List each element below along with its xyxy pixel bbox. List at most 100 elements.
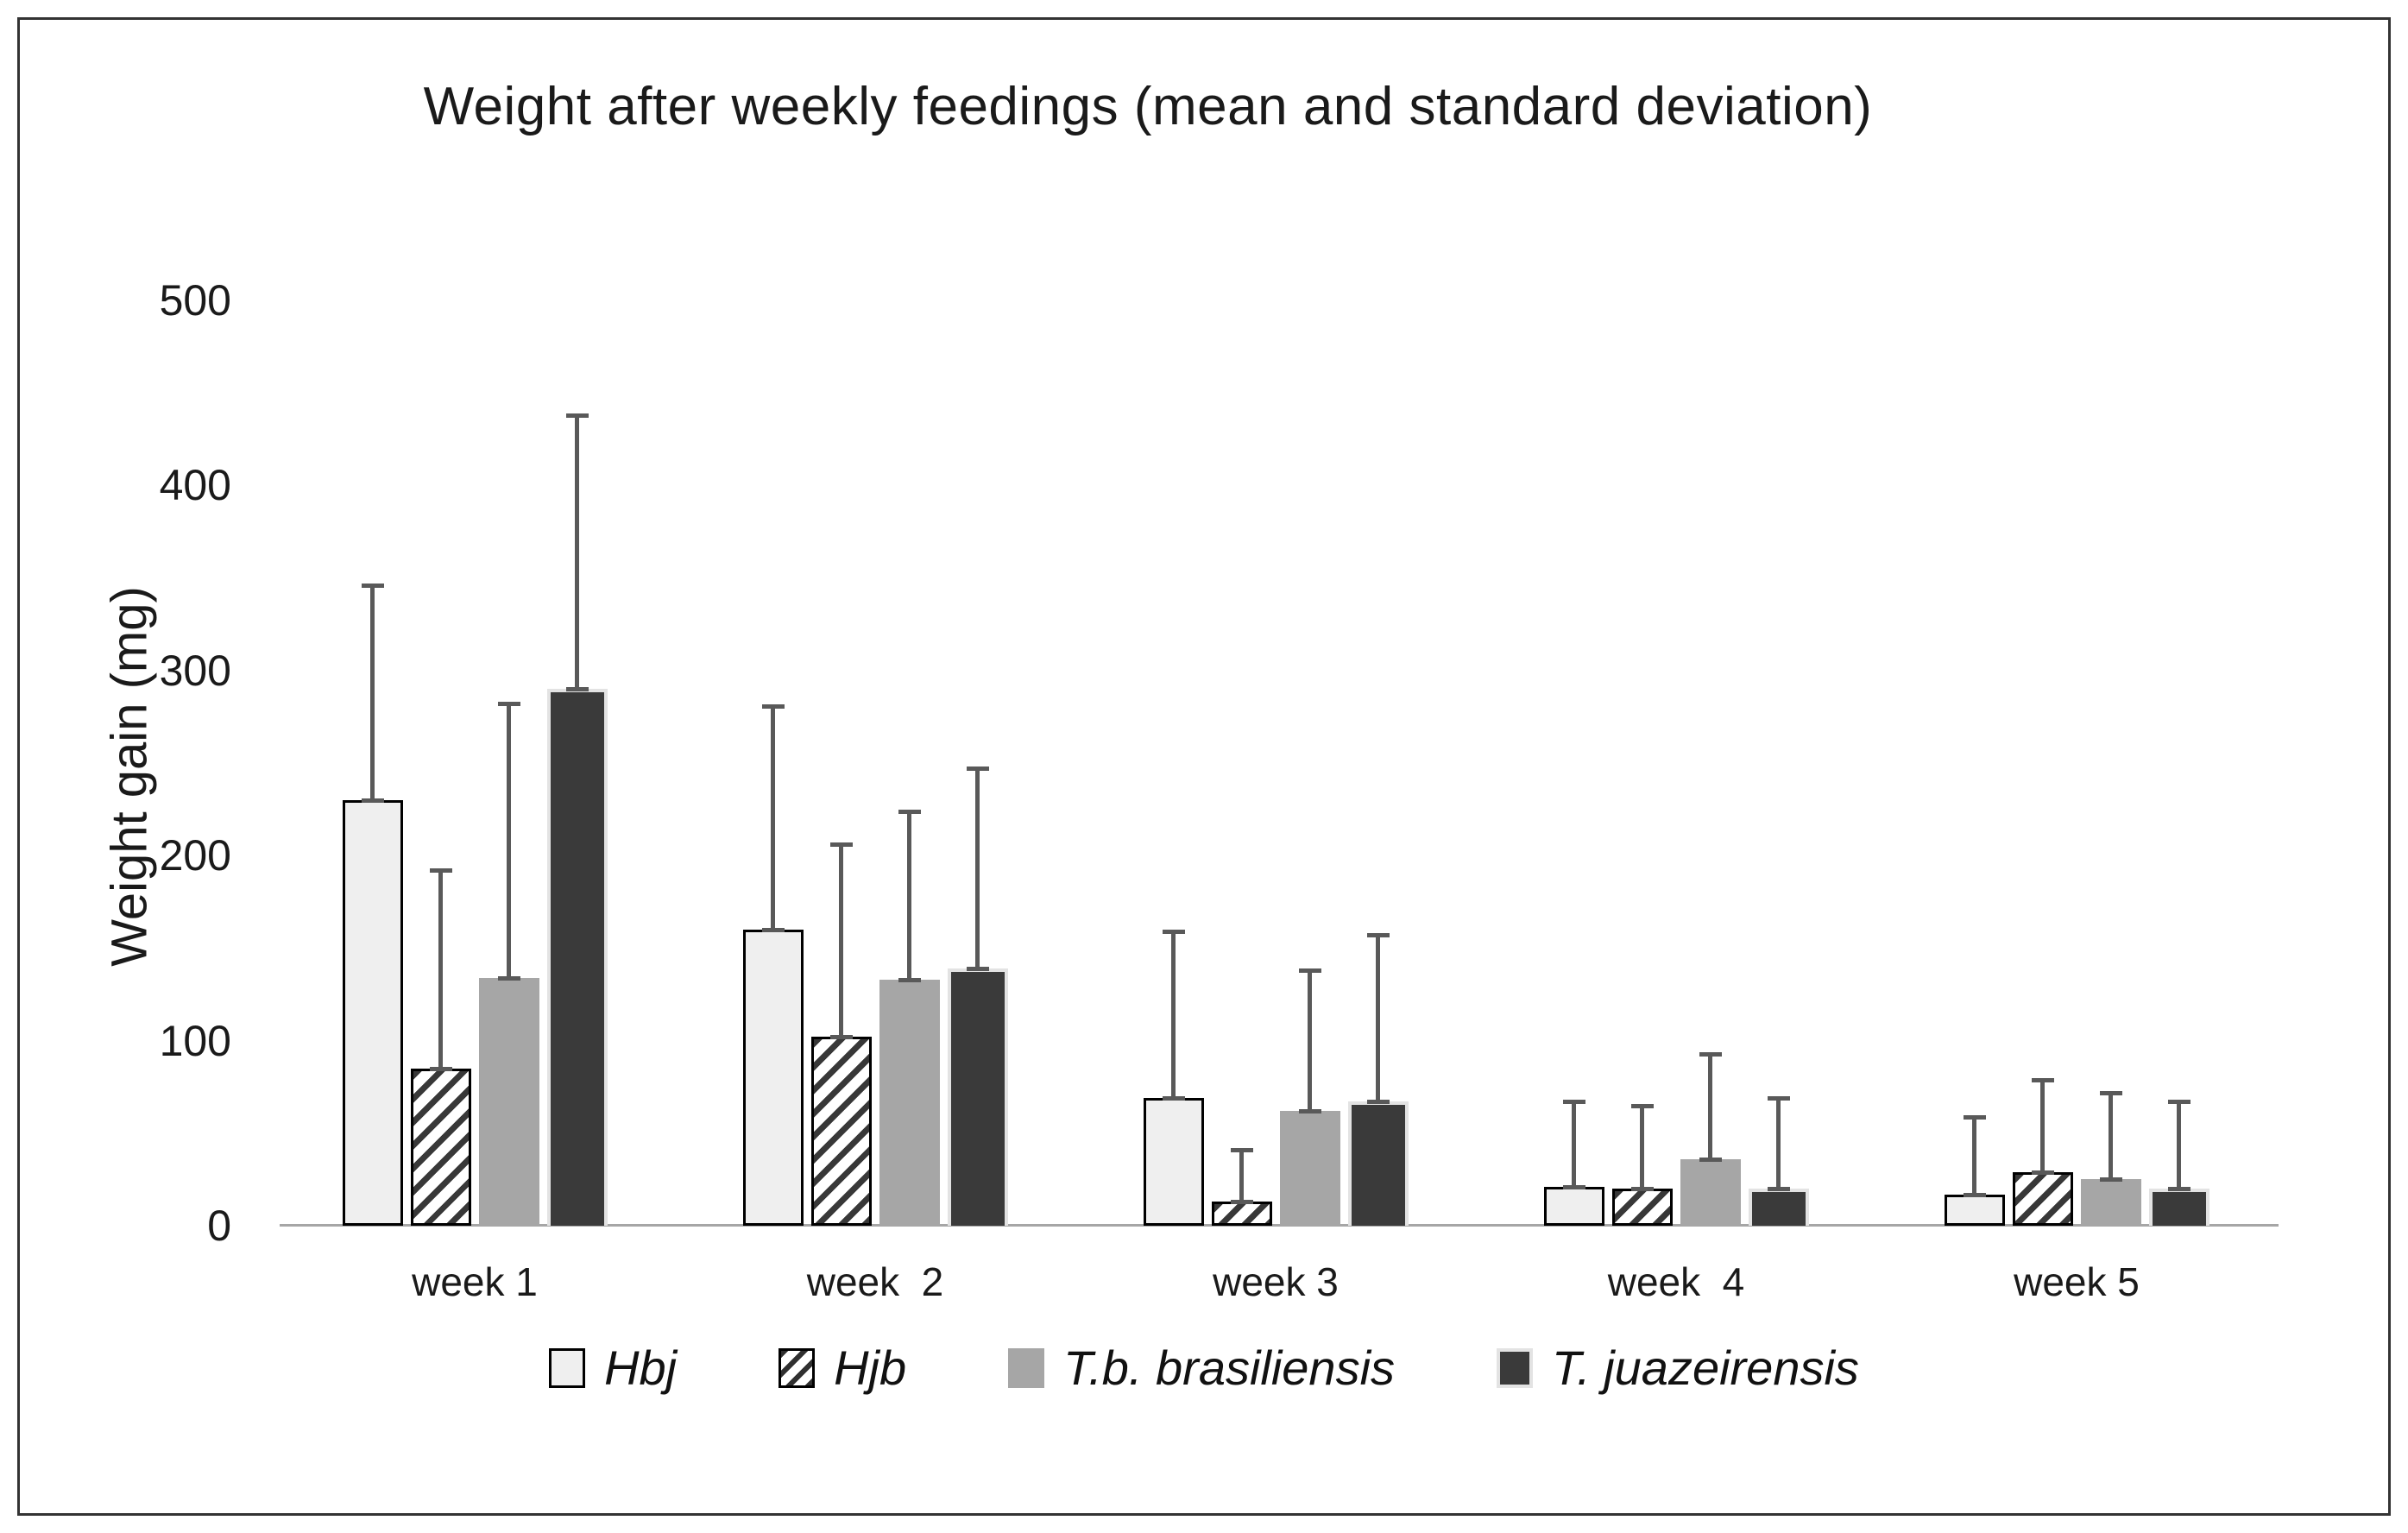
error-bar-bottom-cap-t-juazeirensis-week-5 [2167, 1187, 2191, 1192]
error-bar-top-cap-t-b-brasiliensis-week-2 [898, 809, 921, 814]
error-bar-bottom-cap-t-juazeirensis-week-3 [1366, 1100, 1390, 1105]
error-bar-bottom-cap-t-b-brasiliensis-week-5 [2099, 1177, 2122, 1183]
error-bar-line-hjb-week-3 [1239, 1150, 1244, 1202]
bar-hbj-week-4 [1543, 1186, 1604, 1226]
y-tick-label: 500 [159, 276, 231, 325]
error-bar-top-cap-hbj-week-5 [1963, 1114, 1986, 1120]
error-bar-top-cap-hjb-week-3 [1230, 1148, 1253, 1153]
error-bar-top-cap-hbj-week-1 [361, 584, 384, 589]
x-tick-label: week 4 [1607, 1259, 1745, 1304]
y-tick-label: 200 [159, 831, 231, 880]
error-bar-top-cap-t-b-brasiliensis-week-1 [497, 702, 520, 707]
x-tick-label: week 3 [1213, 1259, 1339, 1304]
x-tick-label: week 5 [2014, 1259, 2140, 1304]
legend-item-t-b-brasiliensis: T.b. brasiliensis [1008, 1340, 1395, 1396]
legend-swatch-hjb [779, 1347, 816, 1388]
error-bar-line-hjb-week-5 [2040, 1079, 2045, 1172]
error-bar-bottom-cap-t-juazeirensis-week-1 [565, 687, 589, 692]
bar-t-b-brasiliensis-week-4 [1680, 1158, 1741, 1226]
bar-t-b-brasiliensis-week-1 [478, 977, 539, 1226]
error-bar-line-hjb-week-4 [1640, 1105, 1644, 1189]
error-bar-bottom-cap-hjb-week-5 [2031, 1170, 2054, 1175]
error-bar-line-t-b-brasiliensis-week-5 [2109, 1092, 2113, 1180]
error-bar-top-cap-hjb-week-4 [1630, 1103, 1654, 1108]
error-bar-bottom-cap-t-b-brasiliensis-week-3 [1298, 1109, 1321, 1114]
error-bar-line-t-juazeirensis-week-4 [1776, 1098, 1781, 1189]
error-bar-top-cap-t-juazeirensis-week-2 [966, 766, 989, 772]
error-bar-bottom-cap-hbj-week-2 [761, 927, 785, 932]
error-bar-bottom-cap-hjb-week-3 [1230, 1200, 1253, 1205]
bar-hjb-week-1 [410, 1068, 471, 1226]
x-tick-label: week 1 [412, 1259, 538, 1304]
error-bar-bottom-cap-hjb-week-1 [429, 1066, 452, 1071]
bar-hjb-week-3 [1211, 1202, 1272, 1226]
error-bar-line-hjb-week-2 [839, 844, 843, 1038]
error-bar-line-t-juazeirensis-week-5 [2177, 1101, 2181, 1189]
bar-t-b-brasiliensis-week-2 [879, 979, 940, 1226]
bar-hbj-week-2 [742, 929, 804, 1226]
error-bar-bottom-cap-hbj-week-5 [1963, 1192, 1986, 1197]
error-bar-line-t-b-brasiliensis-week-1 [507, 703, 511, 978]
error-bar-line-hbj-week-4 [1572, 1101, 1576, 1187]
error-bar-top-cap-t-b-brasiliensis-week-5 [2099, 1090, 2122, 1095]
error-bar-top-cap-hbj-week-4 [1562, 1100, 1585, 1105]
bar-t-juazeirensis-week-3 [1347, 1101, 1409, 1226]
bar-hjb-week-2 [810, 1037, 872, 1226]
error-bar-line-t-b-brasiliensis-week-4 [1708, 1053, 1712, 1159]
x-axis-line [280, 1224, 2279, 1227]
legend-swatch-t-juazeirensis [1497, 1347, 1534, 1388]
error-bar-bottom-cap-t-b-brasiliensis-week-2 [898, 977, 921, 982]
error-bar-line-hbj-week-2 [771, 705, 775, 930]
legend-item-hjb: Hjb [779, 1340, 906, 1396]
y-tick-label: 0 [207, 1202, 231, 1250]
error-bar-line-t-juazeirensis-week-2 [975, 768, 980, 968]
bar-t-juazeirensis-week-5 [2148, 1189, 2209, 1226]
error-bar-bottom-cap-t-juazeirensis-week-4 [1767, 1187, 1790, 1192]
error-bar-bottom-cap-t-b-brasiliensis-week-1 [497, 975, 520, 981]
y-tick-label: 400 [159, 461, 231, 510]
error-bar-top-cap-t-b-brasiliensis-week-3 [1298, 968, 1321, 974]
error-bar-line-hbj-week-5 [1972, 1116, 1976, 1195]
error-bar-line-hbj-week-1 [370, 585, 375, 800]
bar-hbj-week-5 [1944, 1194, 2005, 1226]
bar-hbj-week-1 [342, 799, 403, 1226]
legend-label-hbj: Hbj [604, 1341, 678, 1395]
error-bar-line-hjb-week-1 [438, 870, 443, 1069]
bar-t-b-brasiliensis-week-5 [2080, 1179, 2141, 1226]
error-bar-top-cap-t-juazeirensis-week-4 [1767, 1096, 1790, 1101]
error-bar-bottom-cap-hjb-week-2 [829, 1035, 853, 1040]
y-tick-label: 100 [159, 1016, 231, 1065]
error-bar-top-cap-t-juazeirensis-week-1 [565, 413, 589, 418]
error-bar-top-cap-t-b-brasiliensis-week-4 [1699, 1051, 1722, 1057]
bar-hjb-week-5 [2012, 1171, 2073, 1226]
bar-hbj-week-3 [1143, 1098, 1204, 1226]
bar-t-juazeirensis-week-2 [947, 968, 1008, 1226]
error-bar-top-cap-t-juazeirensis-week-5 [2167, 1100, 2191, 1105]
error-bar-line-t-juazeirensis-week-1 [575, 414, 579, 690]
error-bar-top-cap-hbj-week-2 [761, 703, 785, 709]
error-bar-line-t-b-brasiliensis-week-3 [1308, 970, 1312, 1112]
error-bar-line-t-b-brasiliensis-week-2 [907, 811, 911, 980]
legend-label-hjb: Hjb [834, 1341, 907, 1395]
bar-t-juazeirensis-week-1 [546, 689, 608, 1226]
legend-item-hbj: Hbj [549, 1340, 677, 1396]
x-tick-label: week 2 [806, 1259, 944, 1304]
chart-title: Weight after weekly feedings (mean and s… [423, 77, 1873, 136]
error-bar-line-hbj-week-3 [1171, 931, 1176, 1099]
error-bar-top-cap-hjb-week-1 [429, 868, 452, 874]
error-bar-bottom-cap-hbj-week-4 [1562, 1184, 1585, 1189]
error-bar-bottom-cap-t-juazeirensis-week-2 [966, 966, 989, 971]
error-bar-bottom-cap-hbj-week-1 [361, 798, 384, 803]
error-bar-top-cap-hbj-week-3 [1162, 930, 1185, 935]
legend-label-t-juazeirensis: T. juazeirensis [1552, 1341, 1859, 1395]
bar-t-juazeirensis-week-4 [1748, 1189, 1809, 1226]
bar-hjb-week-4 [1611, 1189, 1673, 1226]
legend-item-t-juazeirensis: T. juazeirensis [1497, 1340, 1859, 1396]
error-bar-bottom-cap-t-b-brasiliensis-week-4 [1699, 1157, 1722, 1162]
error-bar-bottom-cap-hjb-week-4 [1630, 1187, 1654, 1192]
y-tick-label: 300 [159, 646, 231, 695]
error-bar-top-cap-hjb-week-2 [829, 842, 853, 848]
error-bar-line-t-juazeirensis-week-3 [1376, 935, 1380, 1102]
